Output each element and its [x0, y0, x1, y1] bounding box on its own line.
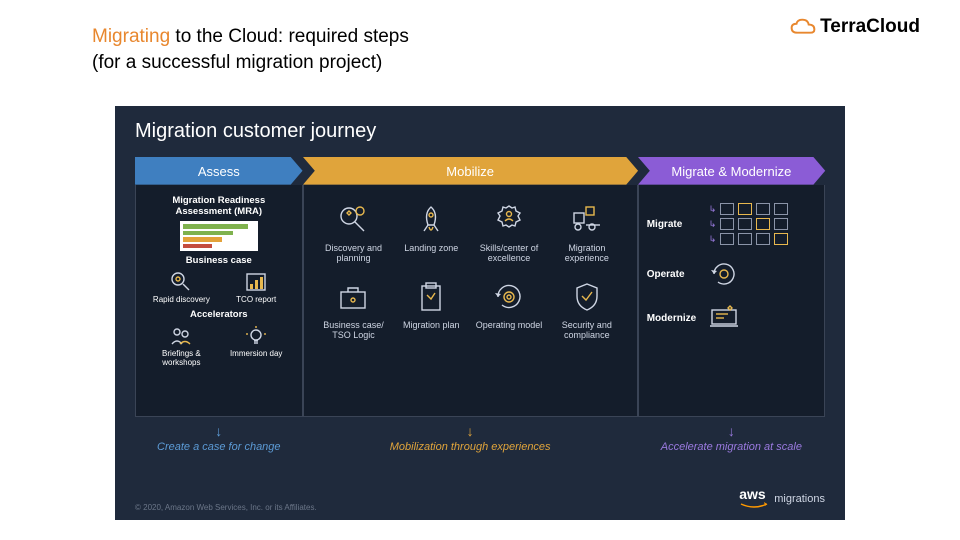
- assess-arrow: Assess: [135, 157, 303, 185]
- security-item: Security and compliance: [551, 280, 623, 341]
- modernize-label: Migrate & Modernize: [671, 164, 791, 179]
- mobilize-tagline: Mobilization through experiences: [303, 441, 638, 453]
- laptop-icon: [709, 303, 739, 333]
- aws-text: aws: [739, 486, 769, 502]
- accel-title: Accelerators: [144, 309, 294, 320]
- business-case-item: Business case/ TSO Logic: [318, 280, 390, 341]
- mra-title: Migration Readiness Assessment (MRA): [144, 195, 294, 217]
- stages-row: Assess Migration Readiness Assessment (M…: [135, 157, 825, 453]
- skills-item: Skills/center of excellence: [473, 203, 545, 264]
- migration-plan-item: Migration plan: [395, 280, 467, 341]
- panel-title: Migration customer journey: [135, 120, 825, 143]
- modernize-tagline: Accelerate migration at scale: [638, 441, 825, 453]
- title-rest: to the Cloud: required steps: [170, 26, 409, 47]
- aws-swoosh-icon: [739, 502, 769, 510]
- operate-gear-icon: [709, 259, 739, 289]
- business-title: Business case: [144, 255, 294, 266]
- modernize-sublabel: Modernize: [647, 313, 699, 324]
- aws-logo: aws migrations: [739, 486, 825, 512]
- slide-header: Migrating to the Cloud: required steps (…: [92, 24, 920, 75]
- assess-down-arrow-icon: ↓: [135, 423, 303, 439]
- modernize-row: Modernize: [647, 303, 816, 333]
- gear-magnify-icon: [336, 203, 370, 237]
- people-icon: [169, 324, 193, 348]
- assess-box: Migration Readiness Assessment (MRA) Bus…: [135, 185, 303, 417]
- assess-label: Assess: [198, 164, 240, 179]
- operate-label: Operate: [647, 269, 699, 280]
- briefings-item: Briefings & workshops: [146, 324, 216, 368]
- operate-row: Operate: [647, 259, 816, 289]
- mobilize-down-arrow-icon: ↓: [303, 423, 638, 439]
- cloud-icon: [790, 17, 816, 37]
- discovery-planning-item: Discovery and planning: [318, 203, 390, 264]
- mobilize-label: Mobilize: [446, 164, 494, 179]
- panel-footer: © 2020, Amazon Web Services, Inc. or its…: [135, 486, 825, 512]
- copyright-text: © 2020, Amazon Web Services, Inc. or its…: [135, 503, 317, 512]
- operating-model-item: Operating model: [473, 280, 545, 341]
- mobilize-arrow: Mobilize: [303, 157, 638, 185]
- rapid-discovery-item: Rapid discovery: [146, 270, 216, 305]
- landing-zone-item: Landing zone: [395, 203, 467, 264]
- bulb-icon: [244, 324, 268, 348]
- brand-logo: TerraCloud: [790, 16, 920, 38]
- immersion-item: Immersion day: [221, 324, 291, 368]
- assess-tagline: Create a case for change: [135, 441, 303, 453]
- modernize-down-arrow-icon: ↓: [638, 423, 825, 439]
- stage-mobilize: Mobilize Discovery and planning Landing …: [303, 157, 638, 453]
- migrate-icons-grid: ↳ ↳ ↳: [709, 203, 789, 245]
- stage-modernize: Migrate & Modernize Migrate ↳ ↳ ↳ Operat…: [638, 157, 825, 453]
- badge-gear-icon: [492, 203, 526, 237]
- modernize-arrow: Migrate & Modernize: [638, 157, 825, 185]
- journey-panel: Migration customer journey Assess Migrat…: [115, 106, 845, 520]
- aws-sub: migrations: [774, 493, 825, 505]
- migrate-row: Migrate ↳ ↳ ↳: [647, 203, 816, 245]
- brand-name: TerraCloud: [820, 16, 920, 38]
- slide-title: Migrating to the Cloud: required steps (…: [92, 24, 409, 75]
- rocket-icon: [414, 203, 448, 237]
- tco-report-item: TCO report: [221, 270, 291, 305]
- clipboard-icon: [414, 280, 448, 314]
- mobilize-box: Discovery and planning Landing zone Skil…: [303, 185, 638, 417]
- modernize-box: Migrate ↳ ↳ ↳ Operate Modernize: [638, 185, 825, 417]
- migration-exp-item: Migration experience: [551, 203, 623, 264]
- gear-cycle-icon: [492, 280, 526, 314]
- shield-icon: [570, 280, 604, 314]
- briefcase-icon: [336, 280, 370, 314]
- mra-chart-icon: [180, 221, 258, 251]
- bar-chart-icon: [244, 270, 268, 294]
- magnify-gear-icon: [169, 270, 193, 294]
- migrate-label: Migrate: [647, 219, 699, 230]
- title-accent: Migrating: [92, 26, 170, 47]
- slide-subtitle: (for a successful migration project): [92, 52, 382, 73]
- stage-assess: Assess Migration Readiness Assessment (M…: [135, 157, 303, 453]
- forklift-icon: [570, 203, 604, 237]
